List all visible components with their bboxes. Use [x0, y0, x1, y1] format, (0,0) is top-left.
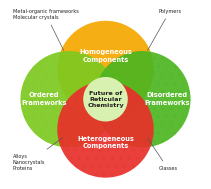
Text: Metal-organic frameworks
Molecular crystals: Metal-organic frameworks Molecular cryst… [13, 9, 79, 50]
Text: Ordered
Frameworks: Ordered Frameworks [21, 92, 67, 106]
Text: Glasses: Glasses [148, 138, 177, 171]
Text: Alloys
Nanocrystals
Proteins: Alloys Nanocrystals Proteins [13, 138, 63, 171]
Circle shape [94, 51, 191, 147]
Circle shape [57, 81, 154, 178]
Text: Future of
Reticular
Chemistry: Future of Reticular Chemistry [87, 91, 124, 108]
Text: Heterogeneous
Components: Heterogeneous Components [77, 136, 134, 149]
Text: Polymers: Polymers [147, 9, 181, 50]
Circle shape [57, 21, 154, 117]
Circle shape [83, 77, 128, 122]
Text: Homogeneous
Components: Homogeneous Components [79, 49, 132, 63]
Text: Disordered
Frameworks: Disordered Frameworks [144, 92, 190, 106]
Circle shape [20, 51, 117, 147]
